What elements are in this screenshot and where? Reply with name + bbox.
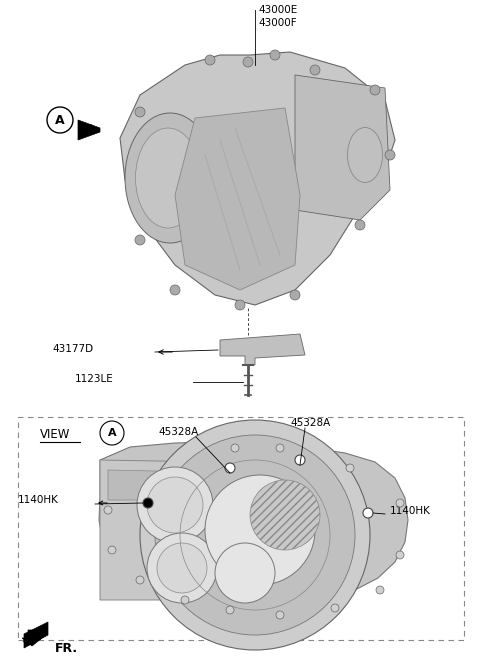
Text: VIEW: VIEW xyxy=(40,428,71,441)
Text: 43000F: 43000F xyxy=(258,18,297,28)
Circle shape xyxy=(104,506,112,514)
Circle shape xyxy=(385,150,395,160)
Polygon shape xyxy=(99,442,408,603)
Text: 43177D: 43177D xyxy=(52,344,93,354)
Circle shape xyxy=(231,444,239,452)
Bar xyxy=(18,417,464,640)
Circle shape xyxy=(226,606,234,614)
Circle shape xyxy=(396,499,404,507)
Circle shape xyxy=(215,543,275,603)
Polygon shape xyxy=(108,470,200,500)
Circle shape xyxy=(147,533,217,603)
Ellipse shape xyxy=(135,128,201,228)
Circle shape xyxy=(355,220,365,230)
Text: 43000E: 43000E xyxy=(258,5,297,15)
Circle shape xyxy=(108,546,116,554)
Circle shape xyxy=(376,586,384,594)
Text: A: A xyxy=(108,428,116,438)
Circle shape xyxy=(147,477,203,533)
Polygon shape xyxy=(22,630,42,646)
Polygon shape xyxy=(100,460,218,600)
Circle shape xyxy=(270,50,280,60)
Circle shape xyxy=(155,435,355,635)
Circle shape xyxy=(276,611,284,619)
Circle shape xyxy=(135,107,145,117)
Circle shape xyxy=(331,604,339,612)
Ellipse shape xyxy=(348,127,383,182)
Text: 1140HK: 1140HK xyxy=(390,506,431,516)
Circle shape xyxy=(205,475,315,585)
Text: 1140HK: 1140HK xyxy=(18,495,59,505)
Circle shape xyxy=(295,455,305,465)
Circle shape xyxy=(290,290,300,300)
Circle shape xyxy=(310,65,320,75)
Circle shape xyxy=(363,508,373,518)
Circle shape xyxy=(370,85,380,95)
Text: 1123LE: 1123LE xyxy=(75,374,114,384)
Circle shape xyxy=(100,421,124,445)
Circle shape xyxy=(235,300,245,310)
Text: 45328A: 45328A xyxy=(158,427,198,437)
Circle shape xyxy=(396,551,404,559)
Polygon shape xyxy=(120,52,395,305)
Ellipse shape xyxy=(125,113,215,243)
Circle shape xyxy=(181,596,189,604)
Polygon shape xyxy=(78,120,100,140)
Circle shape xyxy=(243,57,253,67)
Circle shape xyxy=(135,235,145,245)
Circle shape xyxy=(276,444,284,452)
Circle shape xyxy=(137,467,213,543)
Text: FR.: FR. xyxy=(55,642,78,655)
Polygon shape xyxy=(220,334,305,365)
Text: A: A xyxy=(55,113,65,127)
Circle shape xyxy=(143,498,153,508)
Circle shape xyxy=(205,55,215,65)
Text: 45328A: 45328A xyxy=(290,418,330,428)
Polygon shape xyxy=(24,622,48,648)
Circle shape xyxy=(170,285,180,295)
Polygon shape xyxy=(175,108,300,290)
Circle shape xyxy=(225,463,235,473)
Circle shape xyxy=(140,420,370,650)
Circle shape xyxy=(346,464,354,472)
Circle shape xyxy=(157,543,207,593)
Circle shape xyxy=(136,576,144,584)
Polygon shape xyxy=(295,75,390,220)
Circle shape xyxy=(47,107,73,133)
Circle shape xyxy=(250,480,320,550)
